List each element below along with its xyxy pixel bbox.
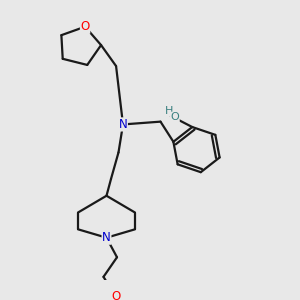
Text: N: N <box>118 118 127 131</box>
Text: O: O <box>80 20 90 33</box>
Text: O: O <box>111 290 120 300</box>
Text: O: O <box>170 112 179 122</box>
Text: H: H <box>165 106 173 116</box>
Text: N: N <box>102 231 111 244</box>
